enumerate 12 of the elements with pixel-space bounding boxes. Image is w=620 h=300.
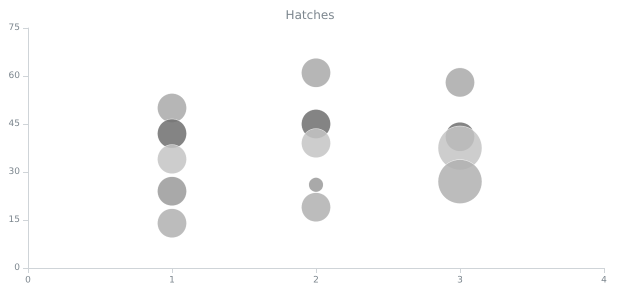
x-tick-label: 2 — [313, 276, 319, 286]
y-tick-label: 45 — [8, 119, 20, 129]
y-tick-label: 15 — [8, 215, 20, 225]
y-tick-label: 75 — [8, 23, 20, 33]
chart-title: Hatches — [286, 8, 334, 22]
y-tick-label: 30 — [8, 167, 20, 177]
x-tick-label: 3 — [457, 276, 463, 286]
x-tick-label: 4 — [601, 276, 608, 286]
x-tick-label: 0 — [25, 276, 32, 286]
y-tick-label: 60 — [8, 71, 20, 81]
x-tick-label: 1 — [169, 276, 175, 286]
y-tick-label: 0 — [14, 263, 20, 273]
